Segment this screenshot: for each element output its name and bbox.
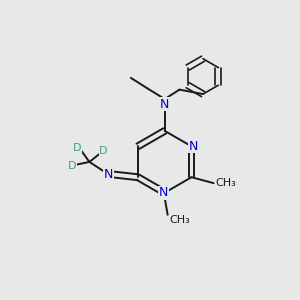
Text: N: N [159,186,168,199]
Text: D: D [99,146,108,156]
Text: N: N [188,140,198,153]
Text: CH₃: CH₃ [169,215,190,225]
Text: N: N [104,168,113,181]
Text: N: N [160,98,169,111]
Text: CH₃: CH₃ [215,178,236,188]
Text: D: D [68,161,76,171]
Text: D: D [73,143,82,153]
